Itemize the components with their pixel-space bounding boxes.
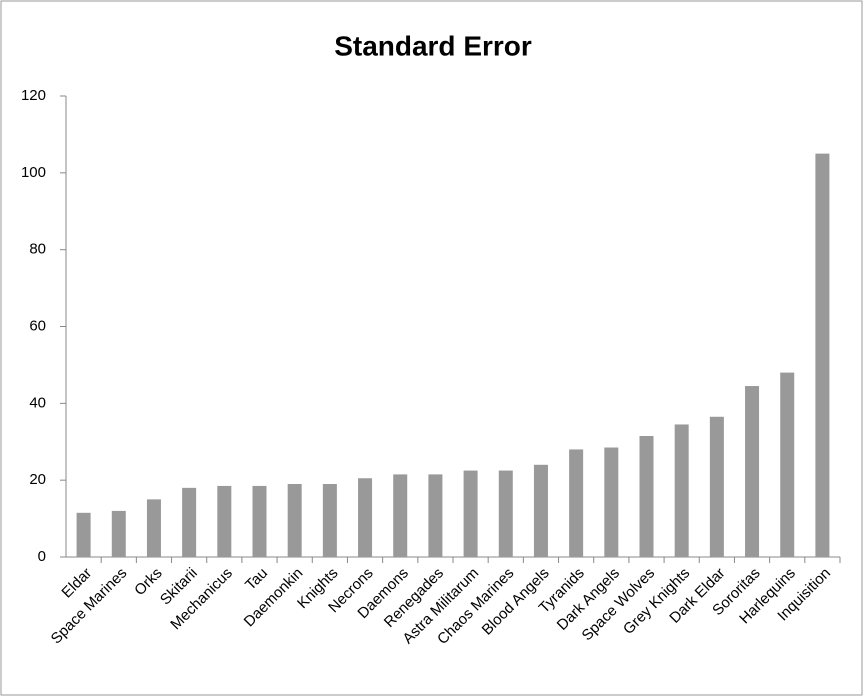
- y-tick-label: 20: [29, 471, 46, 488]
- chart-title: Standard Error: [334, 30, 532, 61]
- bar: [604, 447, 619, 557]
- y-tick-label: 80: [29, 241, 46, 258]
- bar: [533, 464, 548, 557]
- bar: [358, 478, 373, 557]
- bar: [182, 487, 197, 557]
- bar: [780, 372, 795, 557]
- y-tick-label: 40: [29, 394, 46, 411]
- y-tick-label: 60: [29, 317, 46, 334]
- bar: [322, 484, 337, 557]
- y-tick-label: 100: [21, 164, 46, 181]
- bar: [569, 449, 584, 557]
- y-tick-label: 0: [38, 548, 46, 565]
- bar: [745, 386, 760, 557]
- bar: [498, 470, 513, 557]
- bar: [111, 510, 126, 557]
- bar: [709, 416, 724, 557]
- bar: [287, 484, 302, 557]
- bar: [146, 499, 161, 557]
- bar: [217, 485, 232, 557]
- y-tick-label: 120: [21, 87, 46, 104]
- bar: [639, 435, 654, 557]
- bar: [252, 485, 267, 557]
- bar: [463, 470, 478, 557]
- bar: [428, 474, 443, 557]
- bar: [393, 474, 408, 557]
- bar: [76, 512, 91, 557]
- bar: [815, 153, 830, 557]
- bar: [674, 424, 689, 557]
